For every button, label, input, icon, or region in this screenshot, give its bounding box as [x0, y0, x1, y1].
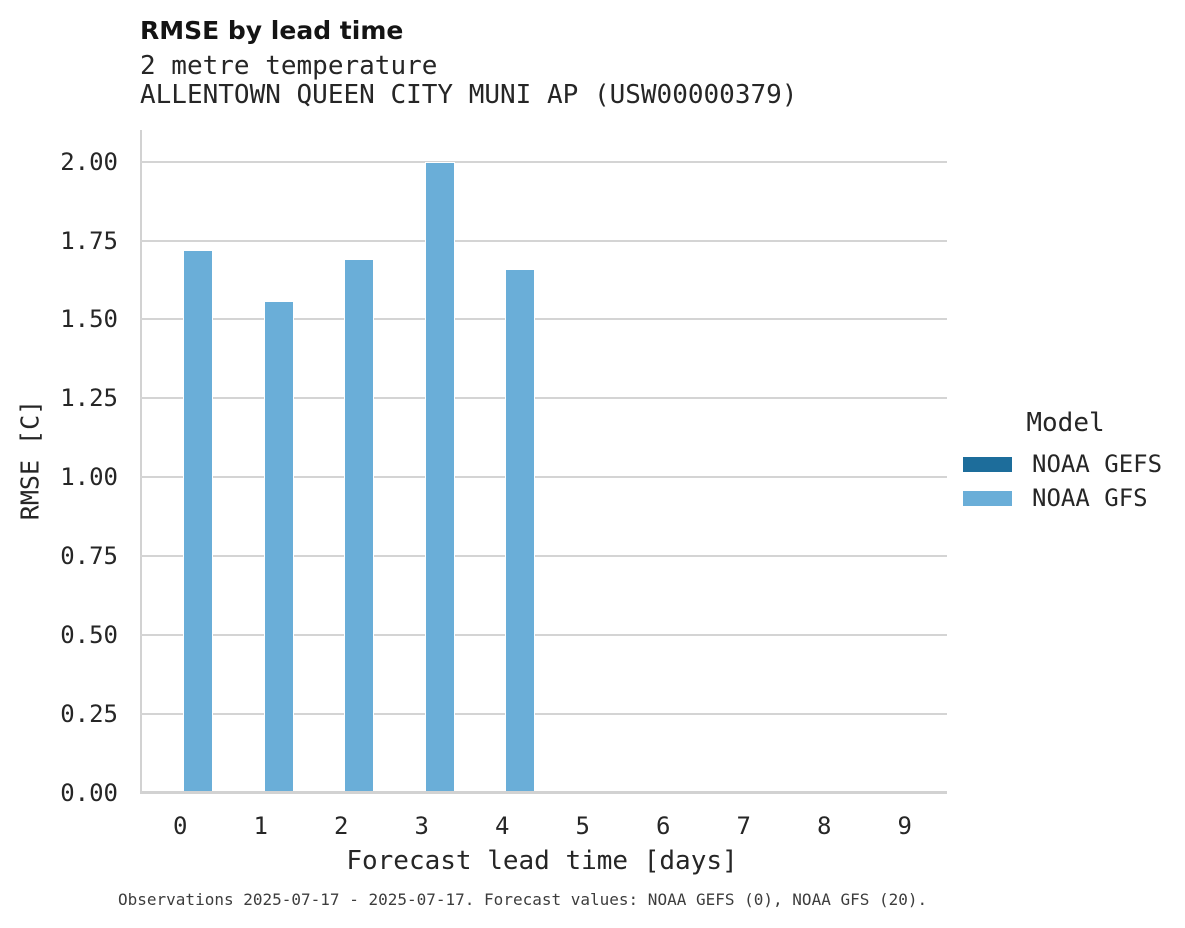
- y-tick-label: 0.50: [60, 621, 118, 650]
- legend-item-noaa-gefs: NOAA GEFS: [963, 450, 1168, 478]
- caption: Observations 2025-07-17 - 2025-07-17. Fo…: [118, 890, 928, 909]
- gridline: [140, 160, 947, 163]
- gridline: [140, 713, 947, 716]
- legend-swatch-noaa-gfs: [963, 490, 1012, 506]
- legend-label-noaa-gefs: NOAA GEFS: [1032, 450, 1163, 478]
- legend-title: Model: [1026, 408, 1105, 438]
- chart-subtitle-station: ALLENTOWN QUEEN CITY MUNI AP (USW0000037…: [140, 80, 798, 110]
- x-tick-label: 9: [897, 812, 912, 840]
- chart-subtitle-variable: 2 metre temperature: [140, 51, 438, 81]
- legend-swatch-noaa-gefs: [963, 456, 1012, 472]
- bar-noaa-gfs-lead-1: [263, 300, 294, 793]
- y-tick-label: 1.00: [60, 463, 118, 492]
- x-tick-label: 1: [253, 812, 268, 840]
- bar-noaa-gfs-lead-3: [424, 161, 455, 793]
- gridline: [140, 397, 947, 400]
- bar-noaa-gfs-lead-0: [183, 249, 214, 793]
- x-axis-tick-labels: 0 1 2 3 4 5 6 7 8 9: [140, 813, 945, 841]
- y-tick-label: 0.25: [60, 700, 118, 729]
- plot-area: [140, 130, 947, 794]
- x-tick-label: 0: [173, 812, 188, 840]
- y-tick-label: 2.00: [60, 147, 118, 176]
- x-tick-label: 5: [575, 812, 590, 840]
- legend: Model NOAA GEFS NOAA GFS: [963, 408, 1168, 518]
- chart-title: RMSE by lead time: [140, 16, 404, 45]
- gridline: [140, 634, 947, 637]
- y-tick-label: 1.25: [60, 384, 118, 413]
- x-axis-line: [140, 791, 947, 794]
- x-axis-label: Forecast lead time [days]: [346, 846, 738, 876]
- gridline: [140, 239, 947, 242]
- gridline: [140, 476, 947, 479]
- x-tick-label: 2: [334, 812, 349, 840]
- x-tick-label: 7: [736, 812, 751, 840]
- y-tick-label: 1.75: [60, 226, 118, 255]
- x-tick-label: 8: [817, 812, 832, 840]
- x-tick-label: 3: [414, 812, 429, 840]
- gridline: [140, 318, 947, 321]
- y-tick-label: 0.75: [60, 542, 118, 571]
- bar-noaa-gfs-lead-2: [344, 259, 375, 793]
- y-tick-label: 1.50: [60, 305, 118, 334]
- x-tick-label: 4: [495, 812, 510, 840]
- x-tick-label: 6: [656, 812, 671, 840]
- legend-item-noaa-gfs: NOAA GFS: [963, 484, 1168, 512]
- y-axis-tick-labels: 0.00 0.25 0.50 0.75 1.00 1.25 1.50 1.75 2.00: [0, 130, 118, 805]
- gridline: [140, 555, 947, 558]
- legend-label-noaa-gfs: NOAA GFS: [1032, 484, 1148, 512]
- y-tick-label: 0.00: [60, 779, 118, 807]
- bar-noaa-gfs-lead-4: [505, 268, 536, 793]
